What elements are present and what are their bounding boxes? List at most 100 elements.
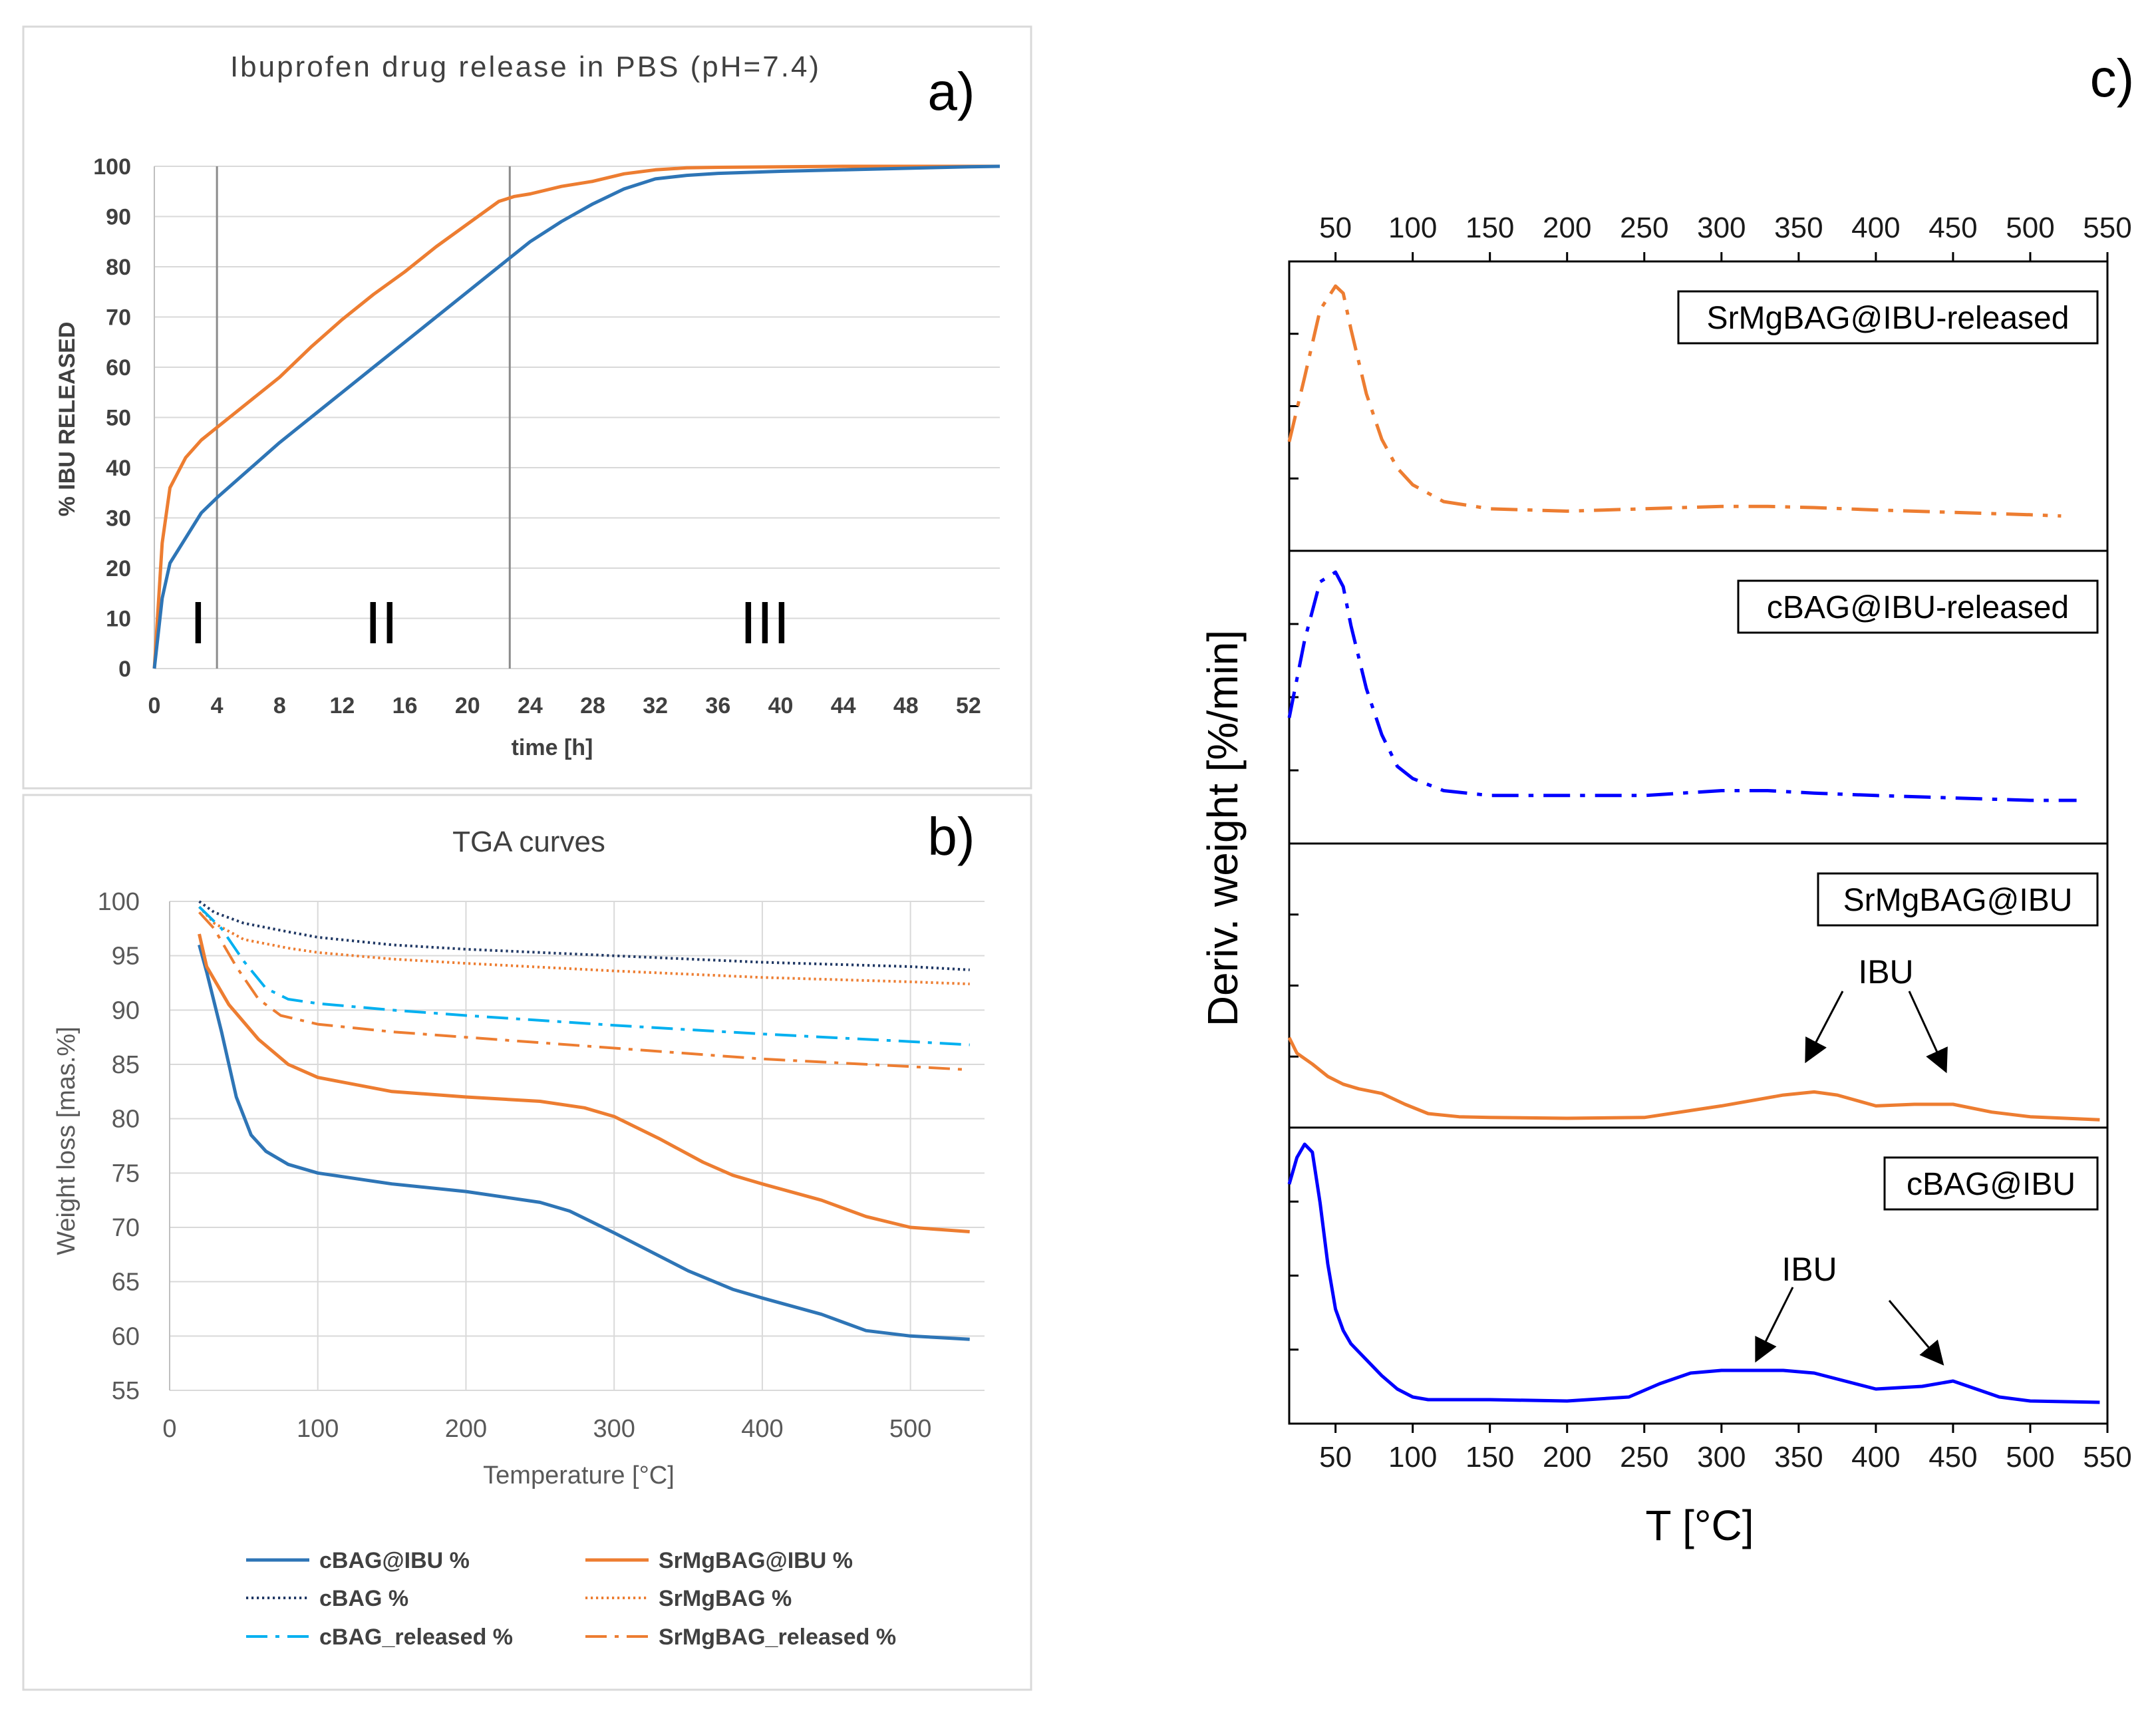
panel-b-xlabel: Temperature [°C] <box>483 1462 675 1489</box>
a-xtick-44: 44 <box>831 693 856 718</box>
panel-a-phases: I II III <box>190 166 790 669</box>
c-bottom-xtick-300: 300 <box>1697 1441 1746 1474</box>
a-phase-label-3: III <box>740 590 790 657</box>
panel-c-annotations: IBU IBU <box>1755 953 1948 1366</box>
a-xtick-0: 0 <box>148 693 161 718</box>
c-legend-box-cbag-ibu-released <box>1737 579 2099 634</box>
c-top-xtick-450: 450 <box>1928 212 1977 244</box>
c-bottom-xtick-400: 400 <box>1851 1441 1900 1474</box>
c-legend-label-cbag-ibu-released: cBAG@IBU-released <box>1767 590 2069 625</box>
c-top-xtick-350: 350 <box>1774 212 1823 244</box>
panel-b-ylabel: Weight loss [mas.%] <box>53 1026 80 1255</box>
a-xtick-8: 8 <box>273 693 286 718</box>
c-legend-label-srmgbag-ibu: SrMgBAG@IBU <box>1843 883 2073 918</box>
panel-b-legend: cBAG@IBU % SrMgBAG@IBU % cBAG % SrMgBAG % cB… <box>246 1548 896 1650</box>
a-series-srmgbag-ibu <box>152 164 1000 669</box>
panel-b-grid <box>169 901 985 1391</box>
panel-c-frames <box>1288 260 2109 1425</box>
b-legend-label-srmgbag-released: SrMgBAG_released % <box>659 1625 896 1650</box>
a-xtick-24: 24 <box>518 693 543 718</box>
panel-b-title: TGA curves <box>452 826 605 858</box>
c-top-xtick-500: 500 <box>2006 212 2054 244</box>
c-bottom-xtick-100: 100 <box>1388 1441 1437 1474</box>
b-ytick-60: 60 <box>112 1322 140 1350</box>
a-ytick-70: 70 <box>106 305 131 331</box>
panel-b-frame <box>22 794 1032 1691</box>
c-annotation-2-label: IBU <box>1781 1251 1837 1288</box>
panel-a-xlabel: time [h] <box>512 735 593 760</box>
b-ytick-95: 95 <box>112 943 140 971</box>
panel-c-series: SrMgBAG@IBU-released cBAG@IBU-released SrM… <box>1287 284 2100 1404</box>
c-bottom-xtick-50: 50 <box>1319 1441 1352 1474</box>
b-legend-label-cbag: cBAG % <box>319 1586 408 1611</box>
a-xtick-28: 28 <box>580 693 605 718</box>
panel-b-series <box>198 900 970 1341</box>
b-series-cbag-released <box>198 905 970 1046</box>
panel-a-series <box>152 164 1001 669</box>
c-annotation-2-arrow-1 <box>1755 1287 1794 1363</box>
b-xtick-300: 300 <box>593 1415 635 1443</box>
panel-b-ticks: 55 60 65 70 75 80 85 90 95 100 0 100 200 300 400 500 <box>98 888 932 1443</box>
a-series-cbag-ibu <box>152 164 1001 669</box>
a-ytick-60: 60 <box>106 355 131 381</box>
c-top-xtick-300: 300 <box>1697 212 1746 244</box>
c-annotation-1-arrow-1 <box>1805 991 1844 1064</box>
c-top-xtick-400: 400 <box>1851 212 1900 244</box>
c-series-cbag-ibu <box>1287 1142 2100 1404</box>
c-annotation-2-arrow-2 <box>1888 1300 1944 1366</box>
a-xtick-36: 36 <box>705 693 730 718</box>
c-bottom-xtick-200: 200 <box>1543 1441 1591 1474</box>
b-legend-label-cbag-released: cBAG_released % <box>319 1625 513 1650</box>
b-ytick-70: 70 <box>112 1214 140 1242</box>
b-ytick-55: 55 <box>112 1377 140 1405</box>
panel-b-label: b) <box>927 807 975 866</box>
c-top-xtick-100: 100 <box>1388 212 1437 244</box>
a-xtick-48: 48 <box>893 693 919 718</box>
b-ytick-85: 85 <box>112 1051 140 1079</box>
c-bottom-xtick-350: 350 <box>1774 1441 1823 1474</box>
b-ytick-80: 80 <box>112 1106 140 1134</box>
a-xtick-32: 32 <box>643 693 668 718</box>
panel-a-label: a) <box>927 62 975 121</box>
c-bottom-xtick-150: 150 <box>1465 1441 1514 1474</box>
panel-a: Ibuprofen drug release in PBS (pH=7.4) a… <box>22 25 1032 790</box>
b-xtick-0: 0 <box>162 1415 176 1443</box>
c-legend-box-srmgbag-ibu-released <box>1677 290 2099 345</box>
c-top-xtick-550: 550 <box>2083 212 2131 244</box>
b-ytick-90: 90 <box>112 997 140 1024</box>
b-xtick-100: 100 <box>297 1415 339 1443</box>
b-series-srmgbag <box>198 905 970 986</box>
b-ytick-75: 75 <box>112 1160 140 1187</box>
c-bottom-xtick-550: 550 <box>2083 1441 2131 1474</box>
a-xtick-40: 40 <box>768 693 794 718</box>
a-ytick-10: 10 <box>106 607 131 632</box>
panel-c: c) 50 50 100 100 150 150 200 200 250 250 300 300 350… <box>1199 49 2134 1549</box>
b-ytick-100: 100 <box>98 888 140 916</box>
c-annotation-1-label: IBU <box>1858 953 1913 991</box>
c-legend-box-cbag-ibu <box>1883 1156 2099 1211</box>
b-series-srmgbag-released <box>198 911 970 1072</box>
a-phase-label-1: I <box>190 590 206 657</box>
a-ytick-30: 30 <box>106 506 131 532</box>
panel-a-ylabel: % IBU RELEASED <box>55 322 80 517</box>
c-bottom-xtick-500: 500 <box>2006 1441 2054 1474</box>
a-ytick-20: 20 <box>106 556 131 581</box>
c-series-srmgbag-ibu-released <box>1287 284 2062 518</box>
c-series-srmgbag-ibu <box>1287 1036 2100 1122</box>
a-ytick-100: 100 <box>93 154 131 180</box>
b-xtick-500: 500 <box>889 1415 931 1443</box>
a-xtick-12: 12 <box>330 693 355 718</box>
b-series-cbag-ibu <box>198 944 970 1341</box>
c-legend-label-cbag-ibu: cBAG@IBU <box>1907 1167 2076 1202</box>
c-annotation-1-arrow-2 <box>1908 991 1948 1074</box>
a-phase-label-2: II <box>365 590 398 657</box>
b-legend-label-srmgbag: SrMgBAG % <box>659 1586 792 1611</box>
panel-a-grid <box>154 166 1000 669</box>
a-ytick-50: 50 <box>106 406 131 431</box>
c-bottom-xtick-250: 250 <box>1620 1441 1668 1474</box>
panel-b: TGA curves b) 55 60 65 70 75 80 85 90 95 100 0 100 2… <box>22 794 1032 1691</box>
a-ytick-80: 80 <box>106 255 131 280</box>
c-top-xtick-50: 50 <box>1319 212 1352 244</box>
panel-c-ticks: 50 50 100 100 150 150 200 200 250 250 300 300 350 350… <box>1289 212 2132 1474</box>
